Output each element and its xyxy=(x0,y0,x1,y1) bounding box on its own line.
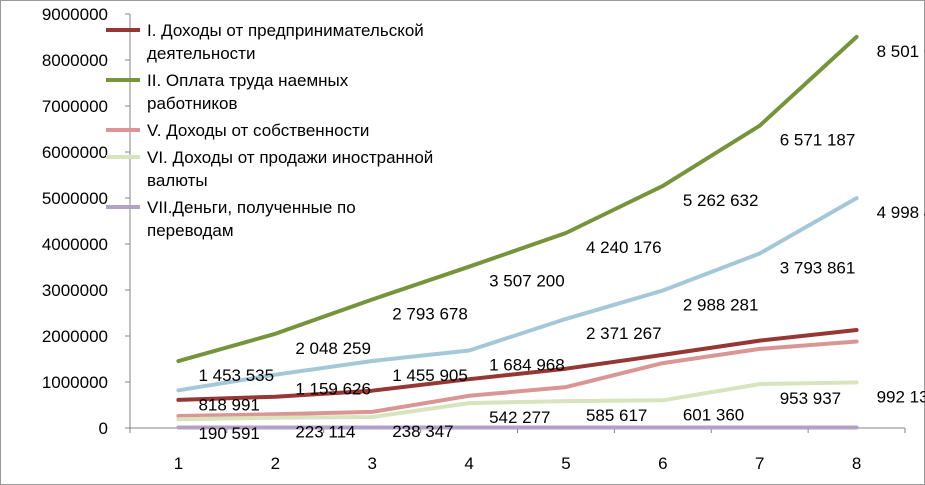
series-line-4 xyxy=(176,339,859,418)
y-tick-label: 9000000 xyxy=(42,5,108,24)
x-tick-label: 8 xyxy=(852,454,861,473)
x-tick-label: 5 xyxy=(561,454,570,473)
y-axis: 0 1000000 2000000 3000000 4000000 5000000 6000… xyxy=(42,5,131,438)
legend-label: II. Оплата труда наемных xyxy=(147,71,349,90)
data-label: 4 998 462 xyxy=(877,203,925,222)
data-label: 1 455 905 xyxy=(392,366,468,385)
data-label: 238 347 xyxy=(392,422,453,441)
legend: I. Доходы от предпринимательской деятельн… xyxy=(106,21,433,240)
data-label: 3 507 200 xyxy=(489,272,565,291)
data-label: 190 591 xyxy=(198,424,259,443)
x-tick-label: 7 xyxy=(755,454,764,473)
x-tick-label: 4 xyxy=(464,454,473,473)
x-tick-label: 6 xyxy=(658,454,667,473)
series-line-5 xyxy=(176,380,859,422)
data-label: 2 793 678 xyxy=(392,304,468,323)
y-tick-label: 4000000 xyxy=(42,235,108,254)
y-tick-label: 5000000 xyxy=(42,189,108,208)
y-tick-label: 3000000 xyxy=(42,281,108,300)
data-labels: 1 453 535 2 048 259 2 793 678 3 507 200 4 24… xyxy=(198,42,925,443)
y-tick-label: 2000000 xyxy=(42,327,108,346)
data-label: 1 159 626 xyxy=(295,380,371,399)
data-label: 818 991 xyxy=(198,395,259,414)
legend-label: деятельности xyxy=(147,44,255,63)
data-label: 223 114 xyxy=(295,423,355,442)
y-tick-label: 1000000 xyxy=(42,373,108,392)
series-line-1 xyxy=(176,328,859,402)
data-label: 6 571 187 xyxy=(780,131,856,150)
y-tick-label: 0 xyxy=(99,419,108,438)
series-line-2 xyxy=(176,34,859,364)
x-tick-label: 2 xyxy=(271,454,280,473)
data-label: 4 240 176 xyxy=(586,238,662,257)
y-tick-label: 6000000 xyxy=(42,143,108,162)
y-tick-label: 7000000 xyxy=(42,97,108,116)
data-label: 2 988 281 xyxy=(683,296,759,315)
legend-label: I. Доходы от предпринимательской xyxy=(147,21,424,40)
data-label: 5 262 632 xyxy=(683,191,759,210)
x-tick-label: 3 xyxy=(367,454,376,473)
data-label: 8 501 615 xyxy=(877,42,925,61)
data-label: 601 360 xyxy=(683,405,744,424)
legend-label: VII.Деньги, полученные по xyxy=(147,198,356,217)
data-label: 953 937 xyxy=(780,389,841,408)
data-label: 992 133 xyxy=(877,387,925,406)
series-line-3 xyxy=(176,196,859,393)
legend-label: V. Доходы от собственности xyxy=(147,121,369,140)
data-label: 585 617 xyxy=(586,406,647,425)
data-label: 3 793 861 xyxy=(780,258,856,277)
y-tick-label: 8000000 xyxy=(42,51,108,70)
data-label: 542 277 xyxy=(489,408,550,427)
data-label: 2 371 267 xyxy=(586,324,662,343)
x-tick-label: 1 xyxy=(174,454,183,473)
series-lines xyxy=(176,34,859,430)
data-label: 1 684 968 xyxy=(489,355,565,374)
data-label: 2 048 259 xyxy=(295,339,371,358)
legend-label: переводам xyxy=(147,221,234,240)
legend-label: VI. Доходы от продажи иностранной xyxy=(147,148,433,167)
legend-label: работников xyxy=(147,94,238,113)
legend-label: валюты xyxy=(147,171,208,190)
data-label: 1 453 535 xyxy=(198,366,274,385)
